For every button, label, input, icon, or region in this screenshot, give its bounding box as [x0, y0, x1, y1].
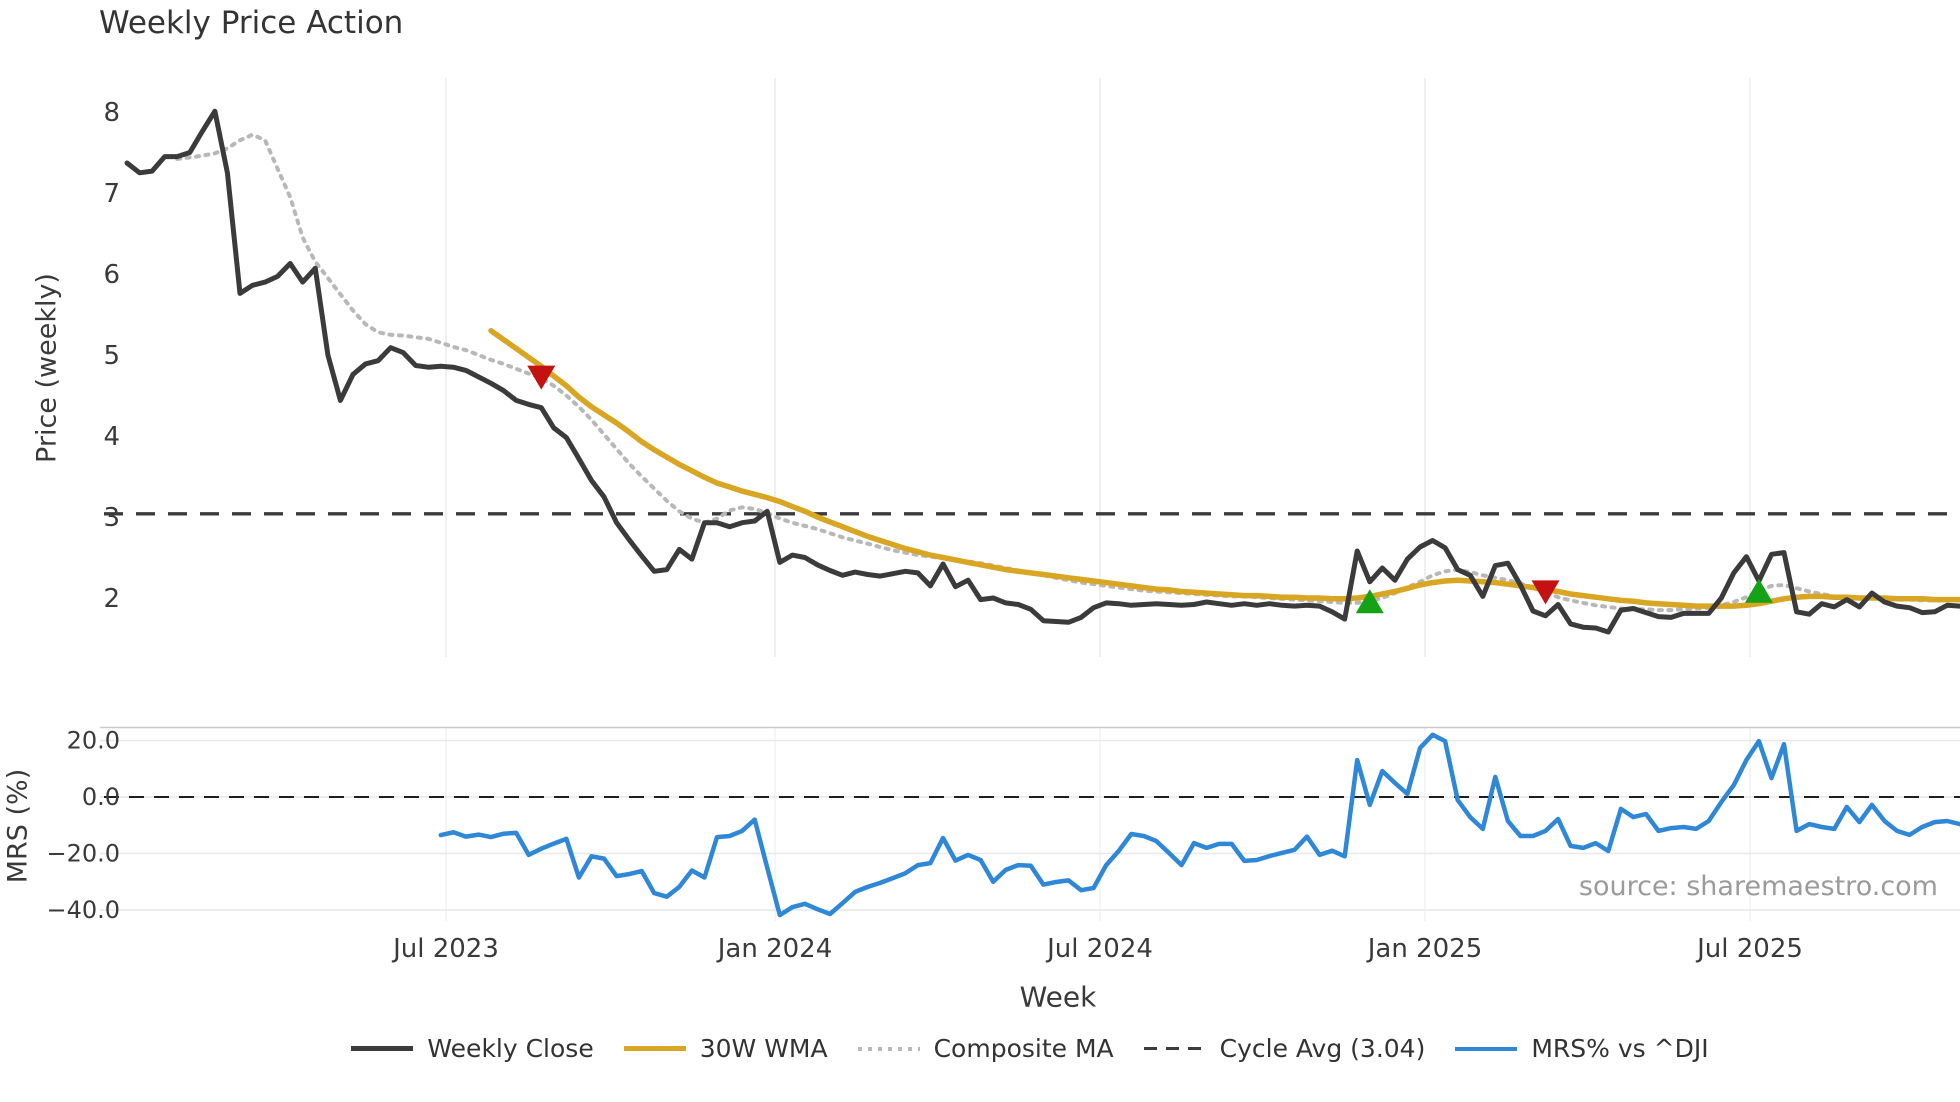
price-ytick-label: 4 [103, 422, 120, 452]
x-tick-label: Jan 2024 [716, 934, 833, 964]
price-ytick-label: 2 [103, 584, 120, 614]
legend-item-weekly: Weekly Close [351, 1034, 594, 1063]
legend-label: 30W WMA [699, 1034, 828, 1063]
x-tick-label: Jan 2025 [1366, 934, 1483, 964]
buy-signal-marker [1355, 589, 1384, 614]
legend-label: MRS% vs ^DJI [1531, 1034, 1709, 1063]
legend-label: Cycle Avg (3.04) [1219, 1034, 1426, 1063]
mrs-ytick-label: −20.0 [46, 840, 120, 868]
mrs-ytick-label: 20.0 [67, 726, 120, 754]
price-ytick-label: 8 [103, 98, 120, 128]
price-ytick-label: 7 [103, 179, 120, 209]
weekly-close-line [124, 108, 1960, 635]
price-ytick-label: 6 [103, 260, 120, 290]
price-axis-label: Price (weekly) [31, 273, 63, 463]
legend-swatch-mrs [1455, 1046, 1518, 1051]
price-ytick-label: 5 [103, 341, 120, 371]
legend-label: Composite MA [933, 1034, 1114, 1063]
buy-signal-marker [1744, 578, 1773, 603]
legend-item-composite: Composite MA [857, 1034, 1114, 1063]
x-tick-label: Jul 2025 [1695, 934, 1803, 964]
x-axis-label: Week [1019, 980, 1097, 1014]
legend-swatch-cycle [1143, 1047, 1206, 1050]
mrs-ytick-label: −40.0 [46, 896, 120, 924]
sell-signal-marker [527, 365, 556, 390]
legend-swatch-composite [857, 1046, 920, 1051]
mrs-ytick-label: 0.0 [82, 783, 120, 811]
chart-legend: Weekly Close 30W WMA Composite MA Cycle Avg… [100, 1034, 1960, 1063]
price-ytick-label: 3 [103, 503, 120, 533]
x-tick-label: Jul 2024 [1045, 934, 1153, 964]
source-annotation: source: sharemaestro.com [1578, 871, 1938, 902]
legend-item-cycle: Cycle Avg (3.04) [1143, 1034, 1426, 1063]
mrs-axis-label: MRS (%) [2, 768, 34, 884]
legend-swatch-weekly [351, 1046, 414, 1051]
legend-item-wma: 30W WMA [623, 1034, 828, 1063]
chart-title: Weekly Price Action [99, 5, 404, 41]
mrs-line [438, 732, 1960, 918]
legend-item-mrs: MRS% vs ^DJI [1455, 1034, 1709, 1063]
sell-signal-marker [1531, 580, 1560, 605]
legend-swatch-wma [623, 1046, 686, 1051]
legend-label: Weekly Close [427, 1034, 594, 1063]
x-tick-label: Jul 2023 [391, 934, 499, 964]
composite-ma-line [175, 132, 1960, 613]
